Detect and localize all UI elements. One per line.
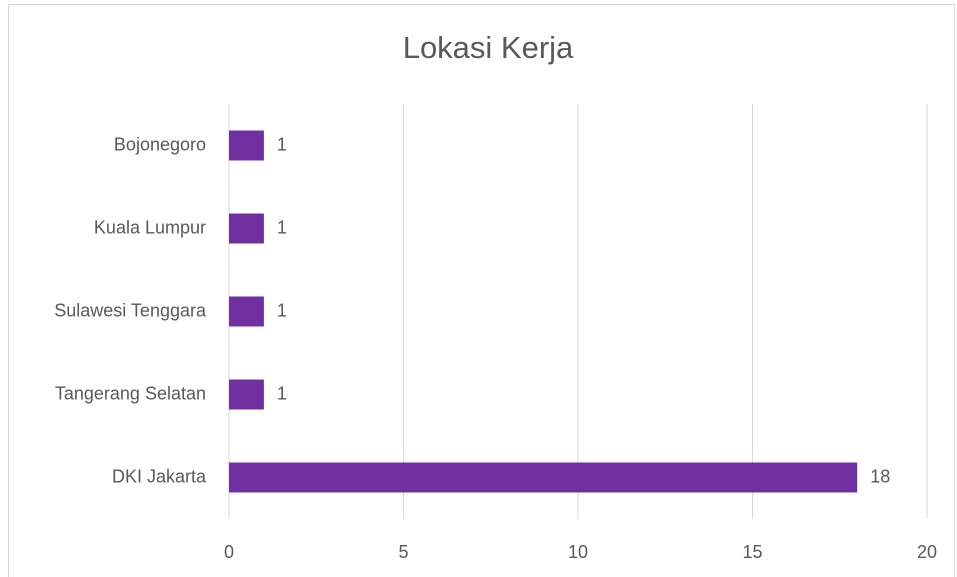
bar [229, 462, 858, 493]
bar [229, 130, 264, 161]
y-tick-label: Kuala Lumpur [94, 217, 206, 237]
data-label: 1 [277, 217, 287, 237]
y-tick-label: Tangerang Selatan [55, 383, 206, 403]
data-label: 1 [277, 383, 287, 403]
bar [229, 213, 264, 244]
chart-title: Lokasi Kerja [403, 30, 574, 65]
x-tick-label: 0 [224, 542, 234, 562]
y-tick-label: Bojonegoro [114, 134, 206, 154]
x-tick-label: 10 [568, 542, 588, 562]
y-tick-label: Sulawesi Tenggara [54, 300, 207, 320]
data-label: 18 [870, 466, 890, 486]
bar [229, 379, 264, 410]
data-label: 1 [277, 134, 287, 154]
bar [229, 296, 264, 327]
x-tick-label: 20 [917, 542, 937, 562]
y-tick-label: DKI Jakarta [112, 466, 207, 486]
x-tick-label: 15 [742, 542, 762, 562]
x-tick-label: 5 [398, 542, 408, 562]
data-label: 1 [277, 300, 287, 320]
